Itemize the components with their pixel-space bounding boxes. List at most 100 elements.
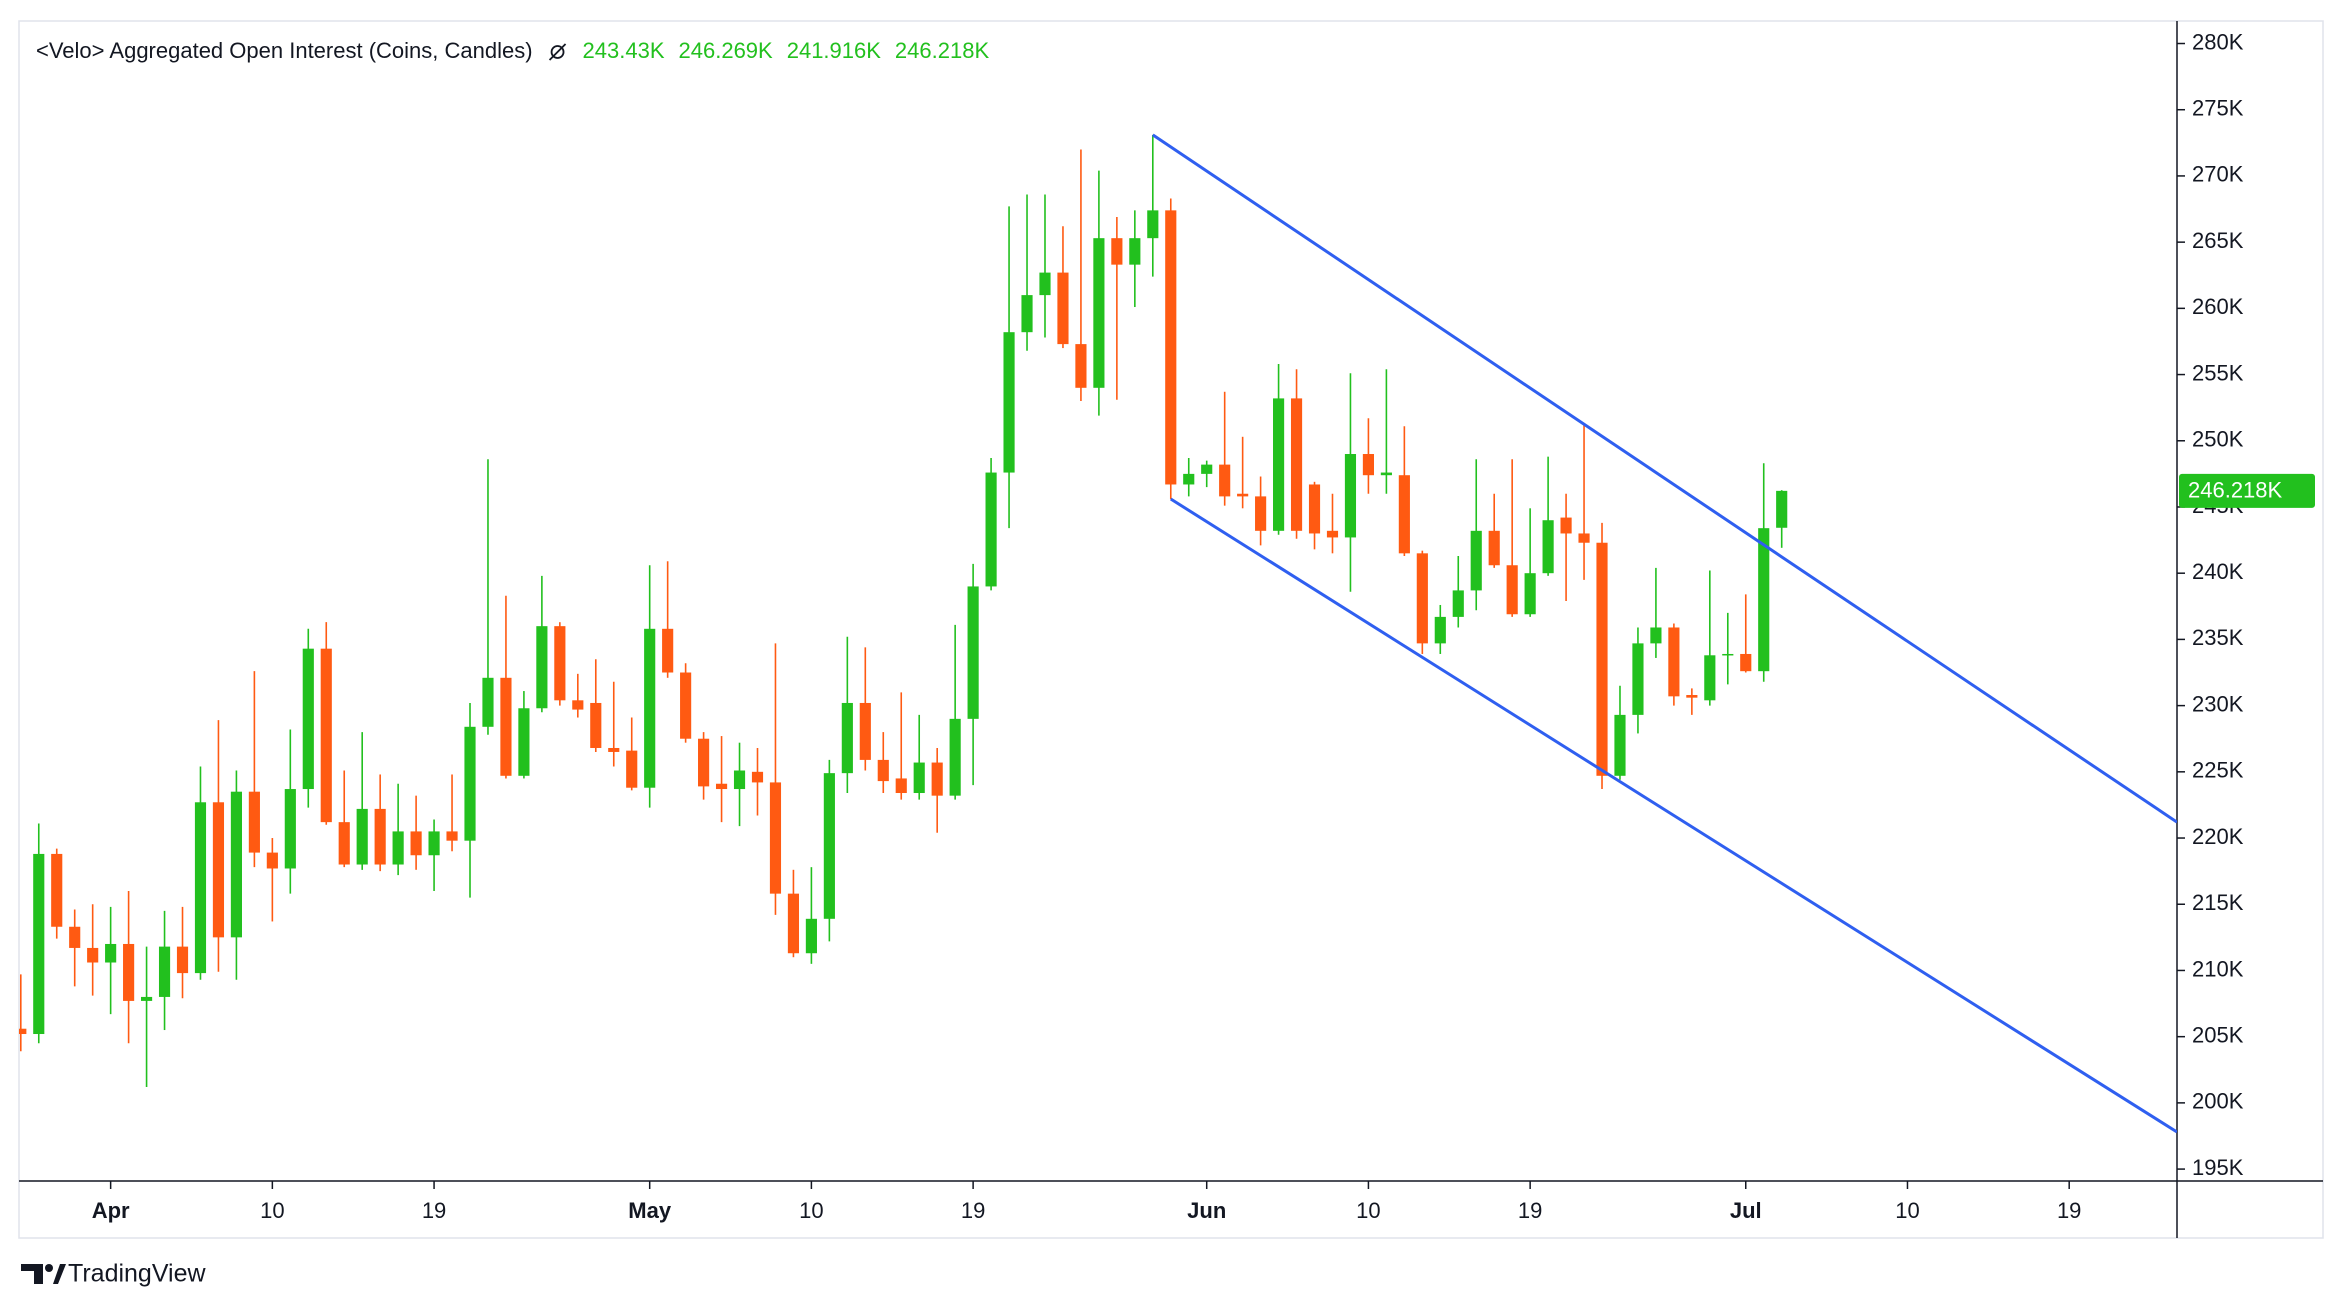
candle-body <box>1614 714 1626 776</box>
candle-body <box>410 831 422 856</box>
candle-body <box>1075 344 1087 388</box>
candle-body <box>787 893 800 954</box>
candle-body <box>590 702 602 748</box>
candle-body <box>1704 655 1716 701</box>
candle-body <box>644 628 656 788</box>
x-tick-label: 10 <box>1895 1198 1919 1223</box>
candle-body <box>1129 238 1141 265</box>
candle-body <box>1039 272 1051 296</box>
candle-body <box>1542 520 1554 574</box>
candle-body <box>626 750 638 788</box>
y-tick-label: 225K <box>2192 758 2244 783</box>
candle-body <box>141 996 153 1001</box>
candle-body <box>1740 653 1752 672</box>
candle-body <box>1398 475 1410 554</box>
candle-body <box>1362 454 1374 476</box>
candle-body <box>69 926 81 948</box>
candle-body <box>536 626 548 709</box>
y-tick-label: 210K <box>2192 956 2244 981</box>
candle-body <box>1506 565 1518 615</box>
candle-body <box>1488 530 1500 566</box>
candle-body <box>1308 484 1321 534</box>
candle-body <box>1111 238 1123 265</box>
candle-body <box>841 702 853 774</box>
y-tick-label: 240K <box>2192 559 2244 584</box>
candle-body <box>877 759 889 782</box>
candle-body <box>320 648 332 823</box>
candle-body <box>500 677 512 776</box>
candle-body <box>608 747 620 752</box>
y-tick-label: 270K <box>2192 162 2244 187</box>
candle-body <box>1686 695 1698 698</box>
last-price-tag <box>2179 473 2315 508</box>
y-tick-label: 230K <box>2192 691 2244 716</box>
candle-body <box>1237 493 1249 497</box>
candle-body <box>1632 643 1644 715</box>
last-price-label: 246.218K <box>2188 478 2283 503</box>
candle-body <box>158 946 171 997</box>
x-tick-label: 19 <box>2057 1198 2081 1223</box>
candle-body <box>428 831 440 856</box>
y-tick-label: 255K <box>2192 360 2244 385</box>
candle-body <box>1776 490 1788 528</box>
x-tick-label: 10 <box>1356 1198 1380 1223</box>
candle-body <box>19 1028 27 1035</box>
candle-body <box>1003 332 1015 473</box>
candle-body <box>1578 533 1590 543</box>
visibility-icon[interactable] <box>548 43 567 61</box>
candle-body <box>698 738 710 787</box>
high-label: 246.269K <box>679 38 774 63</box>
candle-body <box>1326 530 1339 538</box>
candle-body <box>1273 398 1285 531</box>
candle-body <box>1434 616 1446 644</box>
candle-body <box>266 852 278 869</box>
y-tick-label: 205K <box>2192 1022 2244 1047</box>
candle-body <box>751 771 764 783</box>
candle-body <box>967 586 979 719</box>
chart-title: <Velo> Aggregated Open Interest (Coins, … <box>36 38 533 63</box>
candle-body <box>392 831 404 865</box>
candle-body <box>374 808 386 865</box>
candle-body <box>176 946 189 974</box>
x-tick-label: 19 <box>1518 1198 1542 1223</box>
candle-body <box>1524 573 1536 615</box>
tradingview-logo: TradingView <box>21 1260 207 1288</box>
y-tick-label: 260K <box>2192 294 2244 319</box>
y-tick-label: 250K <box>2192 427 2244 452</box>
close-label: 246.218K <box>895 38 990 63</box>
candle-body <box>464 726 476 841</box>
candle-body <box>733 770 746 790</box>
candle-body <box>913 762 925 794</box>
candle-body <box>680 672 692 739</box>
candle-body <box>194 802 207 974</box>
candle-body <box>248 791 260 853</box>
y-tick-label: 275K <box>2192 96 2244 121</box>
candle-body <box>1290 398 1303 531</box>
candle-body <box>985 472 997 587</box>
candle-body <box>51 853 63 927</box>
candle-body <box>859 702 871 760</box>
candle-body <box>1165 210 1177 485</box>
candle-body <box>230 791 242 938</box>
candle-body <box>284 789 296 869</box>
candle-body <box>1416 553 1428 644</box>
plot-area <box>19 133 2177 1134</box>
y-tick-label: 235K <box>2192 625 2244 650</box>
candle-body <box>1021 295 1033 333</box>
candle-body <box>123 943 135 1001</box>
candle-body <box>1560 517 1572 534</box>
candle-body <box>1596 542 1608 776</box>
candle-body <box>1255 496 1267 531</box>
y-tick-label: 280K <box>2192 29 2244 54</box>
candle-body <box>1470 530 1482 591</box>
x-tick-label: 10 <box>799 1198 823 1223</box>
candle-body <box>931 762 943 796</box>
x-tick-label: Apr <box>92 1198 130 1223</box>
candle-body <box>823 773 835 919</box>
candle-body <box>1344 454 1357 538</box>
frame <box>18 20 2324 1239</box>
candle-body <box>1650 627 1662 644</box>
candle-body <box>105 943 117 963</box>
